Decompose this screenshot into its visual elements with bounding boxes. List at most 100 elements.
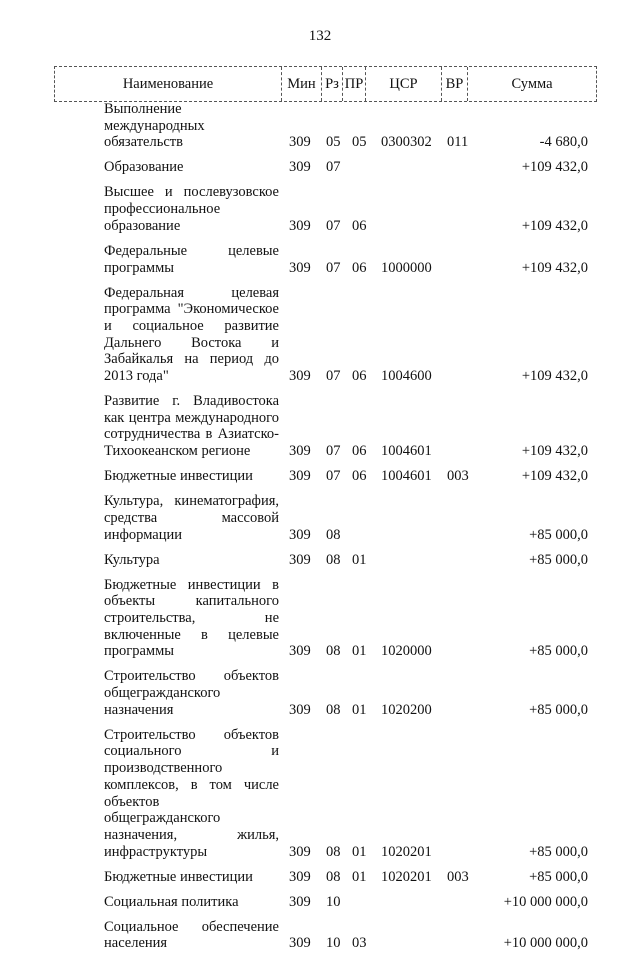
table-row: Строительство объектов социального и про… [0, 727, 640, 861]
table-row: Бюджетные инвестиции 309 07 06 1004601 003 +10… [0, 468, 640, 485]
cell-pr: 06 [352, 259, 367, 276]
cell-rz: 07 [326, 159, 341, 176]
table-row: Культура 309 08 01 +85 000,0 [0, 552, 640, 569]
header-rz: Рз [322, 67, 343, 101]
cell-rz: 08 [326, 701, 341, 718]
table-row: Образование 309 07 +109 432,0 [0, 159, 640, 176]
cell-name: Высшее и послевузовское профессиональное… [104, 184, 279, 234]
cell-pr: 01 [352, 843, 367, 860]
cell-min: 309 [289, 368, 311, 385]
cell-vr: 003 [447, 468, 469, 485]
page-number: 132 [308, 28, 332, 44]
cell-csr: 1020201 [381, 843, 432, 860]
cell-min: 309 [289, 443, 311, 460]
cell-csr: 1004601 [381, 443, 432, 460]
cell-sum: +109 432,0 [521, 259, 588, 276]
cell-min: 309 [289, 843, 311, 860]
cell-sum: +85 000,0 [529, 868, 588, 885]
cell-min: 309 [289, 868, 311, 885]
cell-name: Выполнение международных обязательств [104, 101, 205, 151]
cell-name: Бюджетные инвестиции [104, 868, 253, 885]
table-row: Выполнение международных обязательств 309… [0, 101, 640, 151]
cell-rz: 07 [326, 217, 341, 234]
table-row: Строительство объектов общегражданского … [0, 668, 640, 718]
cell-csr: 0300302 [381, 134, 432, 151]
cell-min: 309 [289, 134, 311, 151]
header-sum: Сумма [511, 75, 553, 92]
cell-sum: +85 000,0 [529, 843, 588, 860]
cell-name: Бюджетные инвестиции в объекты капитальн… [104, 576, 279, 660]
cell-pr: 01 [352, 701, 367, 718]
cell-vr: 003 [447, 868, 469, 885]
table-row: Социальное обеспечение населения 309 10 03 +… [0, 919, 640, 952]
cell-rz: 07 [326, 368, 341, 385]
cell-min: 309 [289, 468, 311, 485]
table-row: Культура, кинематография, средства массо… [0, 493, 640, 543]
cell-rz: 08 [326, 643, 341, 660]
cell-min: 309 [289, 701, 311, 718]
cell-pr: 06 [352, 217, 367, 234]
cell-min: 309 [289, 159, 311, 176]
cell-name: Социальная политика [104, 893, 239, 910]
cell-name: Культура [104, 551, 160, 568]
cell-sum: +109 432,0 [521, 468, 588, 485]
header-pr: ПР [343, 67, 366, 101]
cell-sum: +85 000,0 [529, 551, 588, 568]
cell-name: Строительство объектов общегражданского … [104, 668, 279, 718]
cell-name: Культура, кинематография, средства массо… [104, 493, 279, 543]
table-row: Развитие г. Владивостока как центра межд… [0, 393, 640, 460]
cell-name: Федеральные целевые программы [104, 242, 279, 276]
cell-sum: +10 000 000,0 [503, 893, 588, 910]
cell-sum: -4 680,0 [539, 134, 588, 151]
cell-pr: 01 [352, 868, 367, 885]
cell-min: 309 [289, 643, 311, 660]
cell-rz: 10 [326, 935, 341, 952]
cell-min: 309 [289, 526, 311, 543]
cell-csr: 1000000 [381, 259, 432, 276]
cell-pr: 06 [352, 443, 367, 460]
cell-csr: 1020200 [381, 701, 432, 718]
cell-sum: +85 000,0 [529, 526, 588, 543]
table-row: Высшее и послевузовское профессиональное… [0, 184, 640, 234]
cell-min: 309 [289, 551, 311, 568]
cell-sum: +109 432,0 [521, 443, 588, 460]
table-row: Бюджетные инвестиции 309 08 01 1020201 003 +85… [0, 869, 640, 886]
cell-min: 309 [289, 217, 311, 234]
cell-sum: +109 432,0 [521, 159, 588, 176]
cell-rz: 10 [326, 893, 341, 910]
table-row: Бюджетные инвестиции в объекты капитальн… [0, 577, 640, 661]
table-row: Социальная политика 309 10 +10 000 000,0 [0, 894, 640, 911]
cell-min: 309 [289, 259, 311, 276]
cell-name: Федеральная целевая программа "Экономиче… [104, 284, 279, 385]
cell-name: Развитие г. Владивостока как центра межд… [104, 393, 279, 460]
cell-pr: 03 [352, 935, 367, 952]
cell-rz: 05 [326, 134, 341, 151]
table-body: Выполнение международных обязательств 309… [0, 101, 640, 960]
cell-sum: +10 000 000,0 [503, 935, 588, 952]
cell-vr: 011 [447, 134, 469, 151]
header-name: Наименование [55, 67, 282, 101]
cell-csr: 1020201 [381, 868, 432, 885]
table-header: Наименование Мин Рз ПР ЦСР ВР Сумма [54, 66, 597, 102]
cell-min: 309 [289, 893, 311, 910]
cell-name: Бюджетные инвестиции [104, 468, 253, 485]
header-csr: ЦСР [366, 67, 442, 101]
cell-rz: 08 [326, 868, 341, 885]
cell-pr: 06 [352, 368, 367, 385]
cell-csr: 1004600 [381, 368, 432, 385]
cell-rz: 07 [326, 443, 341, 460]
table-row: Федеральная целевая программа "Экономиче… [0, 285, 640, 385]
cell-min: 309 [289, 935, 311, 952]
cell-sum: +109 432,0 [521, 368, 588, 385]
cell-sum: +85 000,0 [529, 701, 588, 718]
cell-sum: +85 000,0 [529, 643, 588, 660]
cell-rz: 08 [326, 551, 341, 568]
cell-csr: 1004601 [381, 468, 432, 485]
cell-pr: 06 [352, 468, 367, 485]
cell-csr: 1020000 [381, 643, 432, 660]
cell-pr: 01 [352, 643, 367, 660]
header-min: Мин [282, 67, 322, 101]
cell-sum: +109 432,0 [521, 217, 588, 234]
cell-rz: 08 [326, 526, 341, 543]
cell-rz: 07 [326, 259, 341, 276]
